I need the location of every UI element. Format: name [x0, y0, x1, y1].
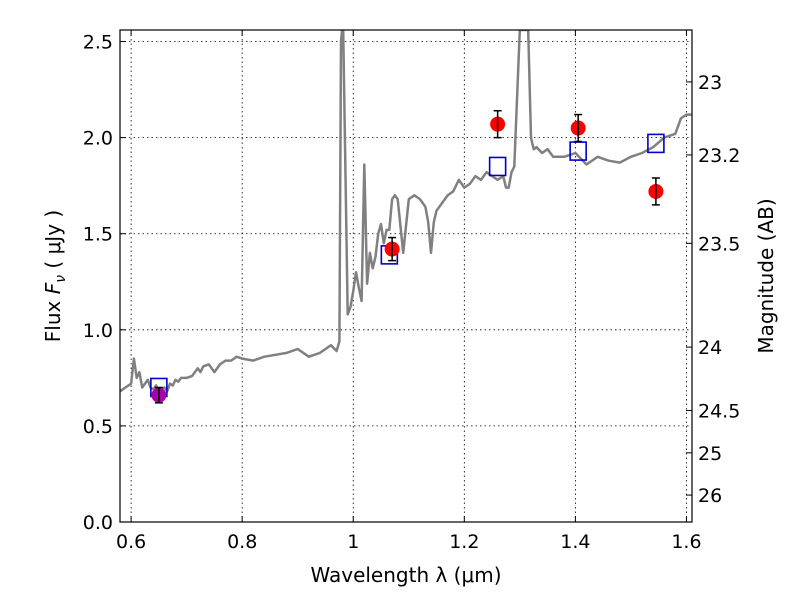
y2-tick-label: 24: [698, 337, 722, 359]
synthetic-photometry-square: [488, 156, 507, 177]
y-tick-label: 0.0: [83, 512, 113, 534]
plot-frame: [119, 29, 693, 523]
x-tick-label: 0.8: [227, 531, 257, 553]
y-tick-label: 1.0: [83, 320, 113, 342]
y-tick-label: 2.0: [83, 128, 113, 150]
y-axis-label-subscript: ν: [53, 275, 69, 283]
y2-tick-label: 25: [698, 443, 722, 465]
x-tick-label: 1: [347, 531, 359, 553]
x-tick-label: 1.4: [560, 531, 590, 553]
y-axis-label-suffix: ( μJy ): [41, 210, 65, 275]
y2-tick-label: 24.5: [698, 401, 740, 423]
x-tick-label: 1.6: [671, 531, 701, 553]
y2-tick-label: 23: [698, 72, 722, 94]
y-tick-label: 2.5: [83, 32, 113, 54]
axis-ticks: 0.6 0.8 1 1.2 1.4 1.6 0.0 0.5 1.0 1.5 2.0 2.5 23 23.2…: [83, 30, 740, 553]
y-axis-label-prefix: Flux: [41, 294, 65, 342]
grid-lines: [120, 30, 692, 523]
y-tick-label: 1.5: [83, 224, 113, 246]
x-axis-label: Wavelength λ (μm): [310, 563, 501, 587]
y-tick-label: 0.5: [83, 416, 113, 438]
x-tick-label: 1.2: [449, 531, 479, 553]
y-axis-label: Flux Fν ( μJy ): [41, 210, 69, 342]
model-spectrum-line: [120, 30, 692, 395]
y-axis-label-symbol: F: [41, 282, 65, 294]
y2-tick-label: 26: [698, 485, 722, 507]
y2-tick-label: 23.2: [698, 145, 740, 167]
synthetic-photometry-square: [647, 133, 665, 154]
data-layer: [120, 30, 692, 404]
y2-tick-label: 23.5: [698, 233, 740, 255]
y2-axis-label: Magnitude (AB): [754, 198, 778, 353]
x-tick-label: 0.6: [116, 531, 146, 553]
